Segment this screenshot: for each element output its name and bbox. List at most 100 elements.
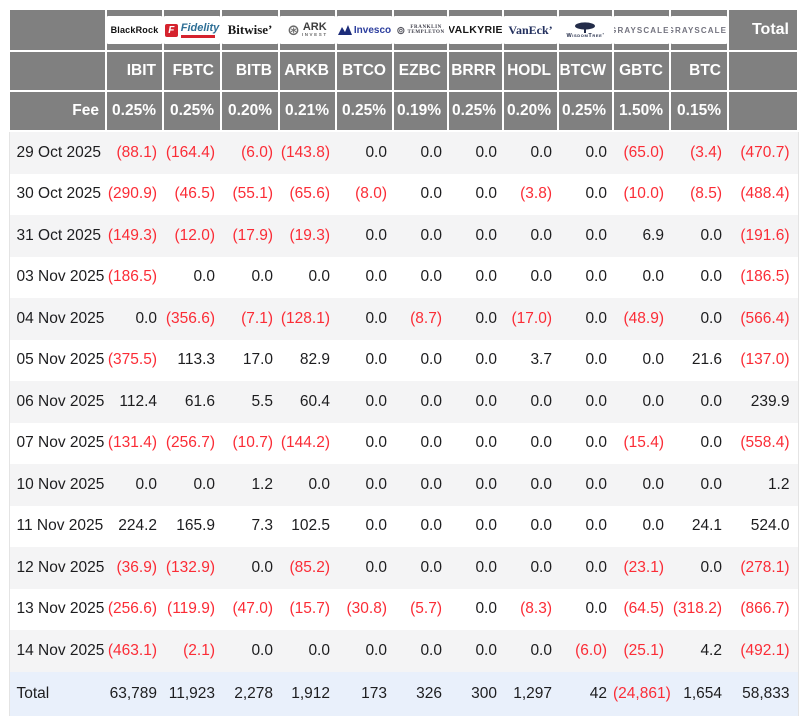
value-cell: (7.1) xyxy=(241,309,273,327)
value-cell: (128.1) xyxy=(280,309,330,327)
ticker-ezbc: EZBC xyxy=(392,50,449,92)
total-row: Total 63,789 11,923 2,278 1,912 173 326 300 1,29… xyxy=(8,671,799,716)
logo-row: BlackRock F Fidelity Bitwise’ ⊛ ARK INVEST Inve… xyxy=(8,8,799,52)
bitb-issuer-header: Bitwise’ xyxy=(220,8,280,52)
fbtc-issuer-header: F Fidelity xyxy=(162,8,222,52)
value-cell: 0.0 xyxy=(700,226,722,244)
value-cell: 0.0 xyxy=(700,475,722,493)
value-cell: 300 xyxy=(471,684,497,702)
value-cell: 0.0 xyxy=(530,558,552,576)
value-cell: 0.0 xyxy=(700,309,722,327)
value-cell: (866.7) xyxy=(728,588,799,630)
fee-arkb: 0.21% xyxy=(278,90,337,132)
value-cell: (119.9) xyxy=(167,600,215,618)
value-cell: (55.1) xyxy=(232,185,274,203)
value-cell: 524.0 xyxy=(728,505,799,547)
fee-fbtc: 0.25% xyxy=(162,90,222,132)
value-cell: 0.0 xyxy=(420,143,442,161)
value-cell: 0.0 xyxy=(475,600,497,618)
value-cell: 0.0 xyxy=(475,143,497,161)
value-cell: (558.4) xyxy=(728,422,799,464)
value-cell: (8.7) xyxy=(410,309,442,327)
value-cell: 61.6 xyxy=(184,392,215,410)
table-row: 30 Oct 2025 (290.9) (46.5) (55.1) (65.6) (8.0… xyxy=(8,173,799,215)
value-cell: 0.0 xyxy=(585,558,607,576)
value-cell: 21.6 xyxy=(691,351,722,369)
value-cell: (470.7) xyxy=(728,131,799,174)
table-body: 29 Oct 2025 (88.1) (164.4) (6.0) (143.8) 0.0 0… xyxy=(8,131,799,672)
date-cell: 07 Nov 2025 xyxy=(8,422,106,464)
blank-cell xyxy=(8,50,107,92)
invesco-wordmark: Invesco xyxy=(353,24,392,36)
blank-cell xyxy=(727,90,799,132)
value-cell: 17.0 xyxy=(242,351,273,369)
value-cell: (47.0) xyxy=(232,600,274,618)
value-cell: 0.0 xyxy=(365,268,387,286)
fidelity-wordmark: Fidelity xyxy=(180,21,220,34)
ticker-btcw: BTCW xyxy=(557,50,614,92)
ticker-fbtc: FBTC xyxy=(162,50,222,92)
value-cell: (15.4) xyxy=(623,434,665,452)
value-cell: 0.0 xyxy=(585,392,607,410)
value-cell: 0.0 xyxy=(475,641,497,659)
value-cell: (36.9) xyxy=(116,558,158,576)
fee-hodl: 0.20% xyxy=(502,90,559,132)
value-cell: 165.9 xyxy=(176,517,215,535)
fee-bitb: 0.20% xyxy=(220,90,280,132)
value-cell: 1,297 xyxy=(513,684,552,702)
etf-flow-table: BlackRock F Fidelity Bitwise’ ⊛ ARK INVEST Inve… xyxy=(8,8,799,716)
table-row: 29 Oct 2025 (88.1) (164.4) (6.0) (143.8) 0.0 0… xyxy=(8,131,799,174)
value-cell: 0.0 xyxy=(420,392,442,410)
ticker-brrr: BRRR xyxy=(447,50,504,92)
value-cell: 1.2 xyxy=(251,475,273,493)
value-cell: (19.3) xyxy=(289,226,331,244)
value-cell: 0.0 xyxy=(585,517,607,535)
value-cell: 102.5 xyxy=(291,517,330,535)
value-cell: 0.0 xyxy=(585,309,607,327)
value-cell: (24,861) xyxy=(613,684,671,702)
total-header: Total xyxy=(727,8,799,52)
value-cell: (375.5) xyxy=(107,351,157,369)
value-cell: 0.0 xyxy=(475,558,497,576)
value-cell: 0.0 xyxy=(642,351,664,369)
fee-ibit: 0.25% xyxy=(105,90,164,132)
value-cell: 326 xyxy=(416,684,442,702)
ibit-issuer-header: BlackRock xyxy=(105,8,164,52)
value-cell: 0.0 xyxy=(475,434,497,452)
btco-issuer-header: Invesco xyxy=(335,8,394,52)
value-cell: 0.0 xyxy=(700,268,722,286)
value-cell: 0.0 xyxy=(642,517,664,535)
value-cell: 0.0 xyxy=(420,226,442,244)
etf-flow-table-container: BlackRock F Fidelity Bitwise’ ⊛ ARK INVEST Inve… xyxy=(8,8,799,716)
value-cell: 0.0 xyxy=(135,475,157,493)
value-cell: 0.0 xyxy=(530,517,552,535)
value-cell: 82.9 xyxy=(299,351,330,369)
value-cell: 0.0 xyxy=(135,309,157,327)
invest-wordmark: INVEST xyxy=(301,32,328,37)
value-cell: 0.0 xyxy=(530,268,552,286)
blank-cell xyxy=(727,50,799,92)
arkb-issuer-header: ⊛ ARK INVEST xyxy=(278,8,337,52)
value-cell: 0.0 xyxy=(475,392,497,410)
fee-gbtc: 1.50% xyxy=(612,90,671,132)
mountain-icon xyxy=(337,25,352,35)
templeton-wordmark: TEMPLETON xyxy=(407,30,445,35)
blackrock-logo: BlackRock xyxy=(110,25,159,35)
circle-spoke-icon: ⊛ xyxy=(287,21,300,39)
value-cell: (8.0) xyxy=(355,185,387,203)
value-cell: 0.0 xyxy=(251,558,273,576)
btcw-issuer-header: WisdomTree’ xyxy=(557,8,614,52)
gbtc-issuer-header: GRAYSCALE’ xyxy=(612,8,671,52)
value-cell: (137.0) xyxy=(728,339,799,381)
fee-label: Fee xyxy=(8,90,107,132)
value-cell: 1,654 xyxy=(683,684,722,702)
value-cell: 173 xyxy=(361,684,387,702)
value-cell: 0.0 xyxy=(420,475,442,493)
total-row-label: Total xyxy=(8,671,106,716)
value-cell: 0.0 xyxy=(585,185,607,203)
value-cell: 11,923 xyxy=(168,684,215,702)
date-cell: 05 Nov 2025 xyxy=(8,339,106,381)
date-cell: 06 Nov 2025 xyxy=(8,381,106,423)
value-cell: (290.9) xyxy=(107,185,157,203)
tree-icon xyxy=(573,21,597,33)
